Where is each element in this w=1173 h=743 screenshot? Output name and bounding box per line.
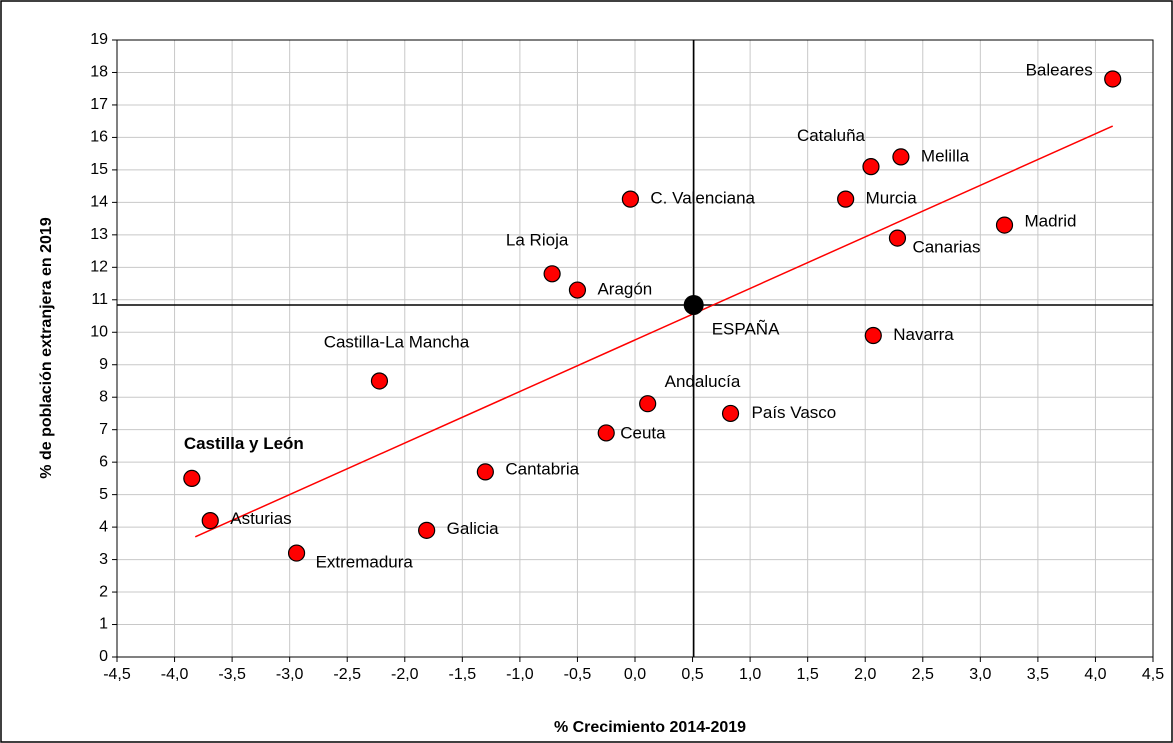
- x-tick-label: -2,0: [391, 666, 419, 683]
- point-label: Murcia: [866, 189, 918, 208]
- x-tick-label: -3,0: [276, 666, 304, 683]
- data-point: [597, 424, 615, 442]
- y-tick-label: 10: [90, 323, 108, 340]
- point-label: La Rioja: [506, 230, 569, 249]
- y-tick-label: 11: [91, 291, 108, 308]
- point-label: Baleares: [1026, 60, 1093, 79]
- data-point: [183, 469, 201, 487]
- data-point: [418, 521, 436, 539]
- point-label: País Vasco: [752, 403, 837, 422]
- y-tick-label: 5: [99, 486, 108, 503]
- point-label: Asturias: [230, 509, 291, 528]
- data-point: [568, 281, 587, 299]
- x-tick-label: 1,5: [797, 666, 819, 683]
- data-point: [862, 158, 880, 176]
- point-label: Andalucía: [665, 372, 741, 391]
- point-label: Extremadura: [316, 553, 414, 572]
- x-tick-label: 4,5: [1142, 666, 1164, 683]
- y-tick-label: 17: [90, 96, 108, 113]
- y-tick-label: 12: [90, 259, 108, 276]
- x-tick-label: -4,5: [103, 666, 131, 683]
- y-tick-label: 18: [90, 64, 108, 81]
- x-tick-label: 0,0: [624, 666, 646, 683]
- data-point: [1104, 70, 1122, 88]
- trendline: [194, 125, 1114, 538]
- x-tick-label: -0,5: [564, 666, 592, 683]
- x-tick-label: -3,5: [218, 666, 246, 683]
- point-label: Madrid: [1025, 212, 1077, 231]
- y-axis-title: % de población extranjera en 2019: [38, 217, 55, 479]
- y-tick-label: 15: [90, 161, 108, 178]
- x-tick-label: 2,5: [912, 666, 934, 683]
- x-tick-label: -1,5: [449, 666, 477, 683]
- y-tick-label: 19: [90, 31, 108, 48]
- data-point: [721, 404, 740, 423]
- point-label: Ceuta: [620, 423, 666, 442]
- x-tick-label: 3,0: [969, 666, 991, 683]
- data-point: [892, 148, 910, 166]
- x-tick-label: -1,0: [506, 666, 534, 683]
- plot-area: [116, 39, 1154, 658]
- point-label: Castilla-La Mancha: [324, 332, 470, 351]
- x-tick-label: 0,5: [681, 666, 703, 683]
- reference-point: [683, 294, 704, 315]
- y-tick-label: 9: [99, 356, 108, 373]
- y-tick-label: 0: [99, 648, 108, 665]
- x-axis-title: % Crecimiento 2014-2019: [554, 719, 746, 736]
- y-tick-label: 8: [99, 388, 108, 405]
- data-point: [837, 190, 855, 208]
- reference-label: ESPAÑA: [712, 319, 780, 338]
- data-point: [287, 544, 306, 562]
- data-point: [639, 395, 657, 413]
- y-tick-label: 4: [99, 518, 108, 535]
- point-label: Castilla y León: [184, 434, 304, 453]
- data-point: [888, 229, 907, 247]
- x-tick-label: 3,5: [1027, 666, 1049, 683]
- y-tick-label: 13: [90, 226, 108, 243]
- point-label: Navarra: [893, 325, 954, 344]
- y-tick-label: 3: [99, 551, 108, 568]
- x-tick-label: 2,0: [854, 666, 876, 683]
- data-point: [995, 216, 1014, 234]
- y-tick-label: 1: [99, 616, 108, 633]
- y-tick-label: 14: [90, 194, 108, 211]
- x-tick-label: 4,0: [1084, 666, 1106, 683]
- data-point: [864, 326, 882, 345]
- data-point: [621, 190, 639, 208]
- point-label: Cantabria: [505, 459, 579, 478]
- x-tick-label: -2,5: [333, 666, 361, 683]
- point-label: Aragón: [597, 280, 652, 299]
- data-point: [370, 372, 389, 390]
- x-tick-label: 1,0: [739, 666, 761, 683]
- point-label: Cataluña: [797, 126, 866, 145]
- y-tick-label: 7: [99, 421, 108, 438]
- point-label: Melilla: [921, 146, 970, 165]
- point-label: Canarias: [912, 238, 980, 257]
- point-label: C. Valenciana: [650, 189, 755, 208]
- data-point: [476, 463, 494, 481]
- y-tick-label: 6: [99, 453, 108, 470]
- point-label: Galicia: [447, 519, 500, 538]
- y-tick-label: 2: [99, 583, 108, 600]
- data-point: [543, 265, 561, 283]
- x-tick-label: -4,0: [161, 666, 189, 683]
- y-tick-label: 16: [90, 129, 108, 146]
- data-point: [201, 512, 219, 530]
